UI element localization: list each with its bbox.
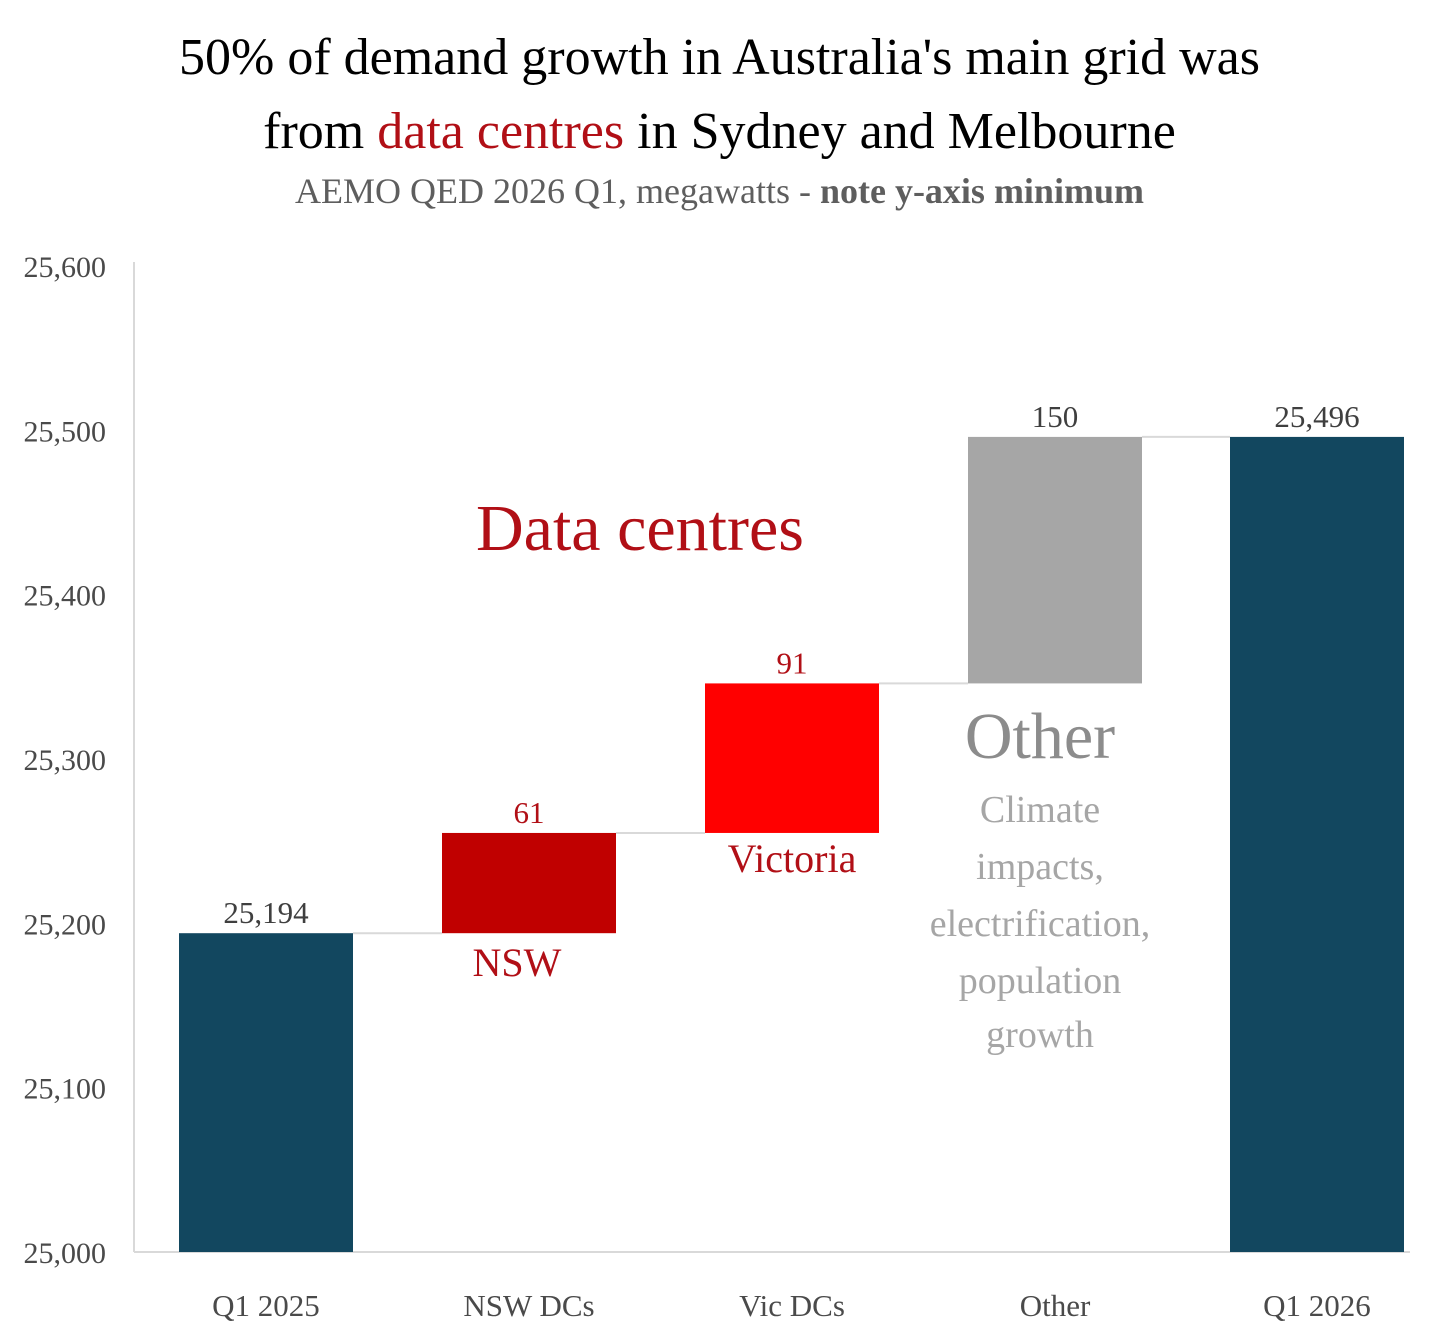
- annotation-other: Other: [965, 700, 1115, 773]
- axis-group: 25,000 25,100 25,200 25,300 25,400 25,500 25,6…: [24, 251, 1410, 1323]
- connector-group: [353, 435, 1230, 935]
- annotation-other-detail-line: Climate: [980, 789, 1100, 831]
- y-tick-label: 25,000: [24, 1237, 107, 1270]
- title-suffix: in Sydney and Melbourne: [624, 103, 1176, 160]
- chart-subtitle: AEMO QED 2026 Q1, megawatts - note y-axi…: [0, 170, 1439, 212]
- y-tick-label: 25,600: [24, 251, 107, 284]
- bar: [179, 933, 353, 1252]
- annotation-other-detail-line: population: [959, 960, 1122, 1002]
- title-prefix: from: [263, 103, 378, 160]
- value-label: 150: [1032, 399, 1079, 434]
- value-label: 25,194: [223, 895, 309, 930]
- x-tick-label: NSW DCs: [463, 1288, 594, 1323]
- subtitle-bold: note y-axis minimum: [819, 171, 1144, 211]
- annotation-group: Data centres NSW Victoria Other Climate impac…: [473, 492, 1151, 1056]
- chart-title-line-1: 50% of demand growth in Australia's main…: [179, 29, 1260, 86]
- subtitle-regular: AEMO QED 2026 Q1, megawatts -: [295, 171, 820, 211]
- x-tick-label: Q1 2025: [212, 1288, 320, 1323]
- bar: [442, 832, 616, 934]
- annotation-victoria: Victoria: [728, 836, 857, 881]
- bar: [1230, 436, 1404, 1252]
- title-highlight: data centres: [377, 103, 625, 160]
- x-tick-label: Q1 2026: [1263, 1288, 1371, 1323]
- chart-title-line-2: from data centres in Sydney and Melbourn…: [0, 102, 1439, 162]
- value-label: 91: [777, 645, 808, 680]
- bar-group: [179, 436, 1404, 1252]
- annotation-other-detail-line: electrification,: [930, 903, 1151, 945]
- y-tick-label: 25,400: [24, 580, 107, 613]
- value-label: 61: [514, 795, 545, 830]
- y-tick-label: 25,300: [24, 744, 107, 777]
- x-tick-label: Vic DCs: [739, 1288, 845, 1323]
- bar: [968, 436, 1142, 684]
- annotation-nsw: NSW: [473, 940, 562, 985]
- y-tick-label: 25,500: [24, 415, 107, 448]
- bar: [705, 683, 879, 833]
- annotation-other-detail-line: growth: [986, 1014, 1094, 1056]
- y-tick-label: 25,200: [24, 908, 107, 941]
- value-label: 25,496: [1274, 399, 1359, 434]
- x-tick-label: Other: [1020, 1288, 1091, 1323]
- label-group: 25,194 61 91 150 25,496: [223, 399, 1359, 930]
- annotation-other-detail-line: impacts,: [976, 846, 1104, 888]
- y-tick-label: 25,100: [24, 1073, 107, 1106]
- annotation-data-centres: Data centres: [476, 492, 804, 565]
